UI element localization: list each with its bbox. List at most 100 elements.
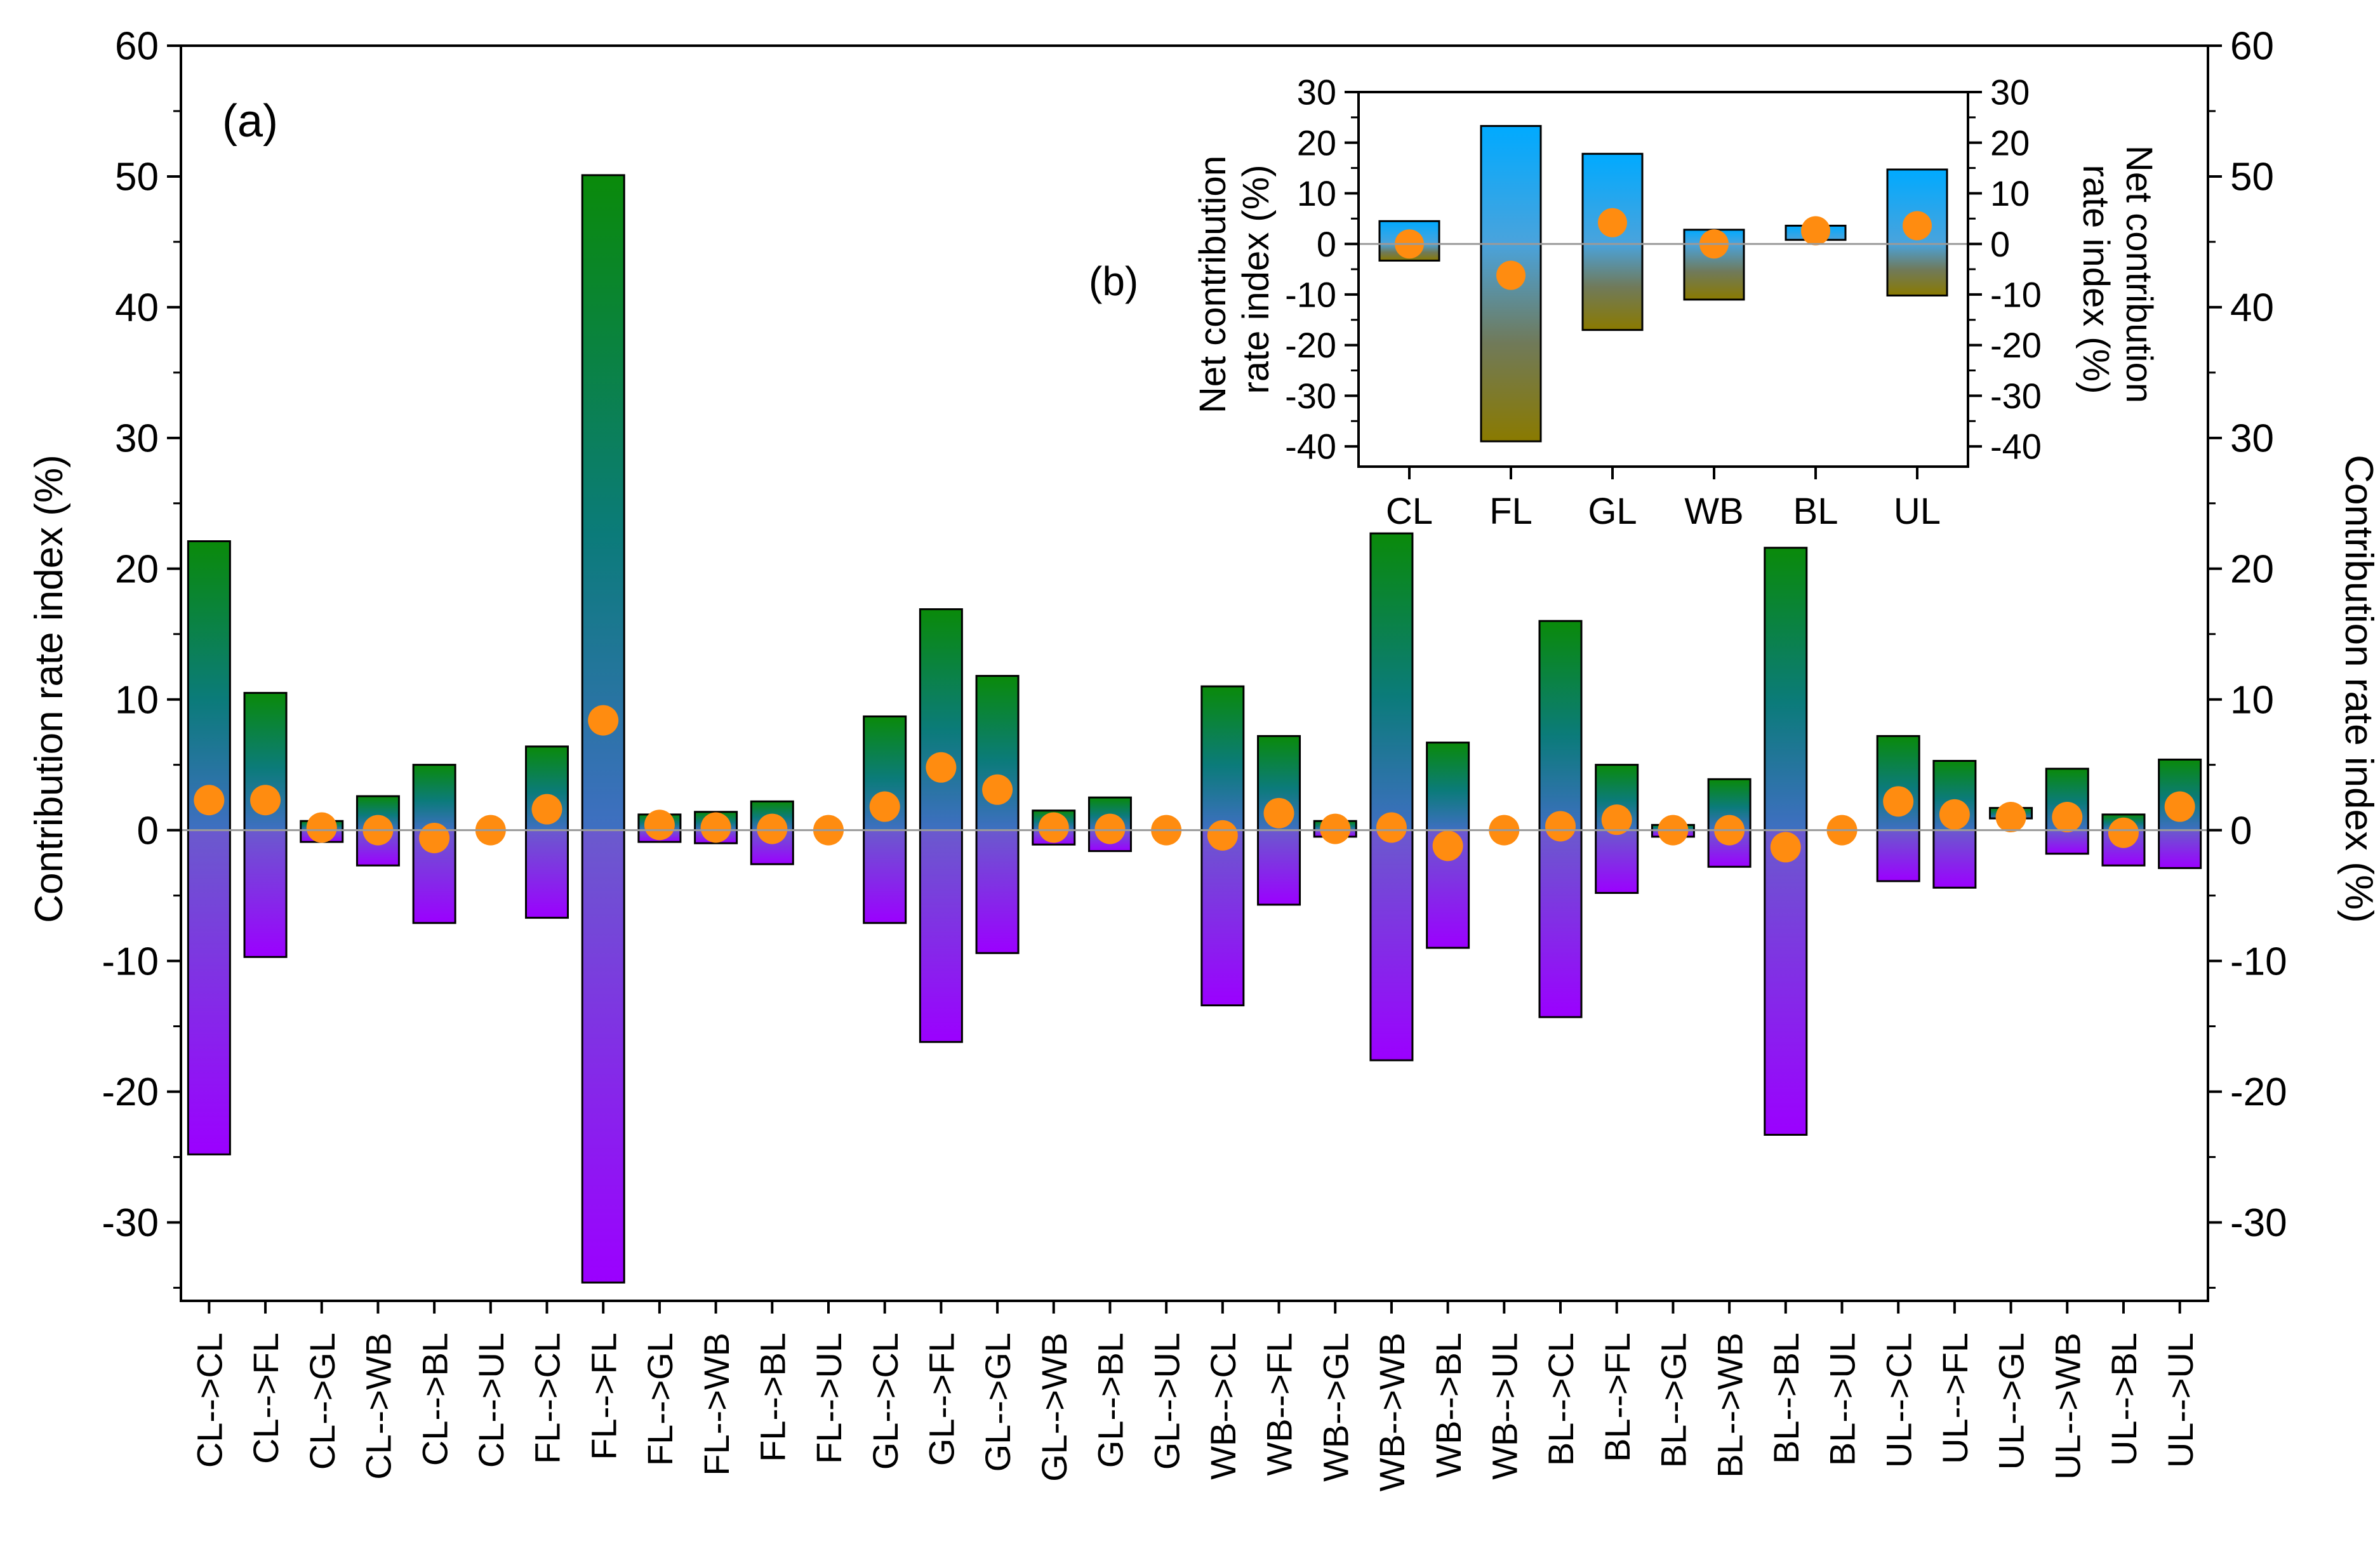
- main-category-label: BL-->UL: [1823, 1333, 1863, 1466]
- inset-ytick-label-right: 0: [1990, 224, 2010, 264]
- inset-ylabel-left-line-2: rate index (%): [1235, 164, 1277, 394]
- inset-net-point: [1598, 208, 1627, 237]
- main-category-label: GL-->CL: [865, 1333, 905, 1470]
- main-ytick-label-right: 20: [2230, 547, 2274, 591]
- main-ytick-label-right: 30: [2230, 417, 2274, 461]
- inset-ytick-label-left: -30: [1285, 376, 1336, 416]
- main-negative-bar: [2046, 830, 2089, 854]
- main-category-label: GL-->FL: [922, 1333, 962, 1466]
- main-ytick-label-left: -20: [102, 1070, 159, 1114]
- main-net-point: [588, 705, 619, 736]
- main-category-label: UL-->FL: [1935, 1333, 1975, 1464]
- inset-ylabel-left-line-1: Net contribution: [1192, 156, 1233, 413]
- inset-ylabel-right-line-2: rate index (%): [2075, 164, 2117, 394]
- main-category-label: UL-->CL: [1878, 1333, 1918, 1468]
- inset-positive-bar: [1481, 126, 1541, 244]
- main-bar-outline: [1426, 742, 1470, 949]
- main-ytick-label-left: -30: [102, 1201, 159, 1245]
- main-ytick-label-left: 30: [115, 417, 159, 461]
- main-ytick-label-right: -30: [2230, 1201, 2287, 1245]
- main-net-point: [2052, 802, 2083, 833]
- main-positive-bar: [1426, 742, 1469, 830]
- main-category-label: BL-->GL: [1654, 1333, 1694, 1468]
- main-ylabel-right: Contribution rate index (%): [2337, 455, 2380, 922]
- main-bar-outline: [1257, 735, 1301, 906]
- inset-category-label: BL: [1793, 491, 1838, 532]
- inset-ytick-label-right: -10: [1990, 275, 2042, 315]
- main-category-label: BL-->FL: [1597, 1333, 1637, 1462]
- main-negative-bar: [526, 830, 568, 918]
- main-bar-outline: [1876, 735, 1920, 882]
- main-net-point: [1263, 797, 1294, 829]
- main-net-point: [1883, 786, 1914, 817]
- inset-bar-outline: [1480, 124, 1542, 443]
- main-bar-outline: [919, 608, 963, 1043]
- main-ytick-label-left: -10: [102, 940, 159, 983]
- main-ytick-label-right: 50: [2230, 156, 2274, 199]
- main-net-point: [1545, 811, 1576, 842]
- main-ylabel-left: Contribution rate index (%): [27, 455, 71, 922]
- main-category-label: GL-->GL: [978, 1333, 1018, 1472]
- main-bar-outline: [1764, 547, 1808, 1136]
- inset-bar-outline: [1378, 220, 1440, 262]
- main-ytick-label-right: 0: [2230, 809, 2252, 853]
- main-bar-outline: [187, 540, 231, 1155]
- main-ytick-label-right: -10: [2230, 940, 2287, 983]
- main-ytick-label-left: 40: [115, 286, 159, 330]
- main-bar-outline: [1087, 796, 1132, 853]
- main-bar-outline: [2158, 758, 2202, 869]
- main-net-point: [700, 812, 731, 843]
- main-category-label: CL-->CL: [190, 1333, 230, 1468]
- inset-points: [1395, 208, 1932, 290]
- main-negative-bar: [188, 830, 230, 1155]
- inset-ytick-label-left: -20: [1285, 325, 1336, 365]
- main-net-point: [250, 785, 281, 816]
- inset-chart: -40 -40 -30 -30 -20 -20 -10 -10 0 0 10 10 20 20 30 30 CL…: [1089, 72, 2160, 532]
- main-negative-bar: [920, 830, 962, 1042]
- main-positive-bar: [976, 676, 1019, 830]
- main-category-label: CL-->BL: [415, 1333, 455, 1466]
- main-bar-outline: [243, 691, 288, 958]
- main-bar-outline: [1707, 778, 1752, 868]
- inset-net-point: [1496, 260, 1526, 290]
- main-bar-outline: [750, 800, 794, 865]
- main-bar-outline: [581, 174, 625, 1284]
- main-ytick-label-left: 0: [137, 809, 159, 853]
- main-net-point: [194, 785, 225, 816]
- main-bar-outline: [1595, 764, 1639, 894]
- inset-ytick-label-left: 20: [1297, 123, 1336, 163]
- main-net-point: [1376, 812, 1407, 843]
- main-net-point: [1207, 820, 1238, 851]
- main-ytick-label-left: 50: [115, 156, 159, 199]
- main-category-label: WB-->CL: [1203, 1333, 1243, 1480]
- main-category-label: BL-->WB: [1710, 1333, 1750, 1478]
- main-net-point: [306, 812, 337, 843]
- main-category-label: WB-->UL: [1484, 1333, 1524, 1480]
- main-category-label: FL-->UL: [809, 1333, 849, 1464]
- inset-ylabel-right-line-1: Net contribution: [2118, 145, 2160, 403]
- main-category-label: UL-->BL: [2104, 1333, 2144, 1466]
- main-bar-outline: [1932, 759, 1977, 889]
- main-category-label: FL-->WB: [696, 1333, 736, 1476]
- inset-background: [1359, 92, 1968, 467]
- main-bar-outline: [1032, 809, 1076, 846]
- inset-net-point: [1801, 216, 1830, 246]
- main-category-label: CL-->UL: [471, 1333, 511, 1468]
- main-negative-bar: [2158, 830, 2201, 868]
- main-category-label: BL-->CL: [1541, 1333, 1581, 1466]
- main-negative-bar: [1539, 830, 1582, 1018]
- main-ytick-label-left: 10: [115, 678, 159, 722]
- main-net-point: [1320, 813, 1351, 844]
- inset-ytick-label-left: -10: [1285, 275, 1336, 315]
- inset-ytick-label-right: 10: [1990, 173, 2030, 213]
- inset-ytick-label-right: -40: [1990, 427, 2042, 467]
- main-frame: [180, 44, 2209, 1302]
- inset-category-label: CL: [1386, 491, 1433, 532]
- main-bar-outline: [1538, 620, 1583, 1018]
- main-category-label: WB-->WB: [1372, 1333, 1412, 1491]
- main-ytick-label-right: 10: [2230, 678, 2274, 722]
- main-net-point: [419, 822, 450, 853]
- main-negative-bar: [1201, 830, 1244, 1006]
- main-ytick-label-left: 60: [115, 25, 159, 69]
